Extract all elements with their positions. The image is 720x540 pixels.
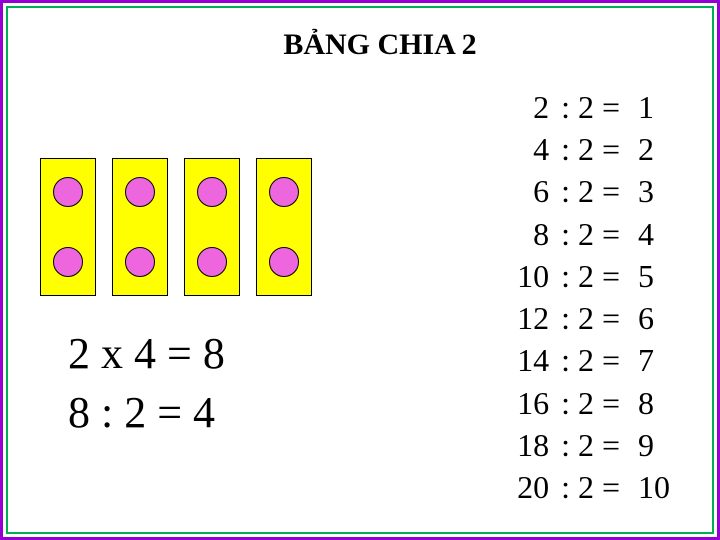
table-row: 16 : 2 = 8	[503, 382, 672, 424]
dividend: 20	[503, 466, 549, 508]
dot-icon	[53, 247, 83, 277]
domino	[184, 158, 240, 296]
table-row: 18 : 2 = 9	[503, 424, 672, 466]
result: 9	[632, 424, 672, 466]
table-row: 8 : 2 = 4	[503, 213, 672, 255]
dot-icon	[197, 247, 227, 277]
operator-equals: : 2 =	[549, 339, 632, 381]
result: 3	[632, 170, 672, 212]
inner-frame: BẢNG CHIA 2 2 x 4 = 8 8 : 2 = 4	[6, 6, 714, 534]
domino-area	[40, 158, 312, 296]
dot-icon	[197, 177, 227, 207]
result: 2	[632, 128, 672, 170]
page-title: BẢNG CHIA 2	[8, 28, 712, 62]
table-row: 4 : 2 = 2	[503, 128, 672, 170]
outer-frame: BẢNG CHIA 2 2 x 4 = 8 8 : 2 = 4	[0, 0, 720, 540]
dot-icon	[269, 247, 299, 277]
operator-equals: : 2 =	[549, 255, 632, 297]
dividend: 8	[503, 213, 549, 255]
dot-icon	[125, 247, 155, 277]
dot-icon	[269, 177, 299, 207]
division-table: 2 : 2 = 1 4 : 2 = 2 6 : 2 = 3 8 : 2 = 4	[503, 86, 672, 508]
operator-equals: : 2 =	[549, 424, 632, 466]
domino	[112, 158, 168, 296]
operator-equals: : 2 =	[549, 466, 632, 508]
table-row: 10 : 2 = 5	[503, 255, 672, 297]
dividend: 18	[503, 424, 549, 466]
operator-equals: : 2 =	[549, 128, 632, 170]
dividend: 4	[503, 128, 549, 170]
operator-equals: : 2 =	[549, 297, 632, 339]
operator-equals: : 2 =	[549, 382, 632, 424]
dividend: 10	[503, 255, 549, 297]
result: 10	[632, 466, 672, 508]
table-row: 20 : 2 = 10	[503, 466, 672, 508]
operator-equals: : 2 =	[549, 213, 632, 255]
dot-icon	[53, 177, 83, 207]
division-equation: 8 : 2 = 4	[68, 383, 225, 442]
table-row: 12 : 2 = 6	[503, 297, 672, 339]
table-row: 6 : 2 = 3	[503, 170, 672, 212]
result: 4	[632, 213, 672, 255]
table-row: 2 : 2 = 1	[503, 86, 672, 128]
multiplication-equation: 2 x 4 = 8	[68, 324, 225, 383]
result: 6	[632, 297, 672, 339]
domino	[40, 158, 96, 296]
result: 7	[632, 339, 672, 381]
result: 1	[632, 86, 672, 128]
result: 8	[632, 382, 672, 424]
dividend: 12	[503, 297, 549, 339]
table-row: 14 : 2 = 7	[503, 339, 672, 381]
domino	[256, 158, 312, 296]
dividend: 14	[503, 339, 549, 381]
dividend: 6	[503, 170, 549, 212]
operator-equals: : 2 =	[549, 170, 632, 212]
dot-icon	[125, 177, 155, 207]
operator-equals: : 2 =	[549, 86, 632, 128]
dividend: 16	[503, 382, 549, 424]
left-equations: 2 x 4 = 8 8 : 2 = 4	[68, 324, 225, 443]
dividend: 2	[503, 86, 549, 128]
result: 5	[632, 255, 672, 297]
